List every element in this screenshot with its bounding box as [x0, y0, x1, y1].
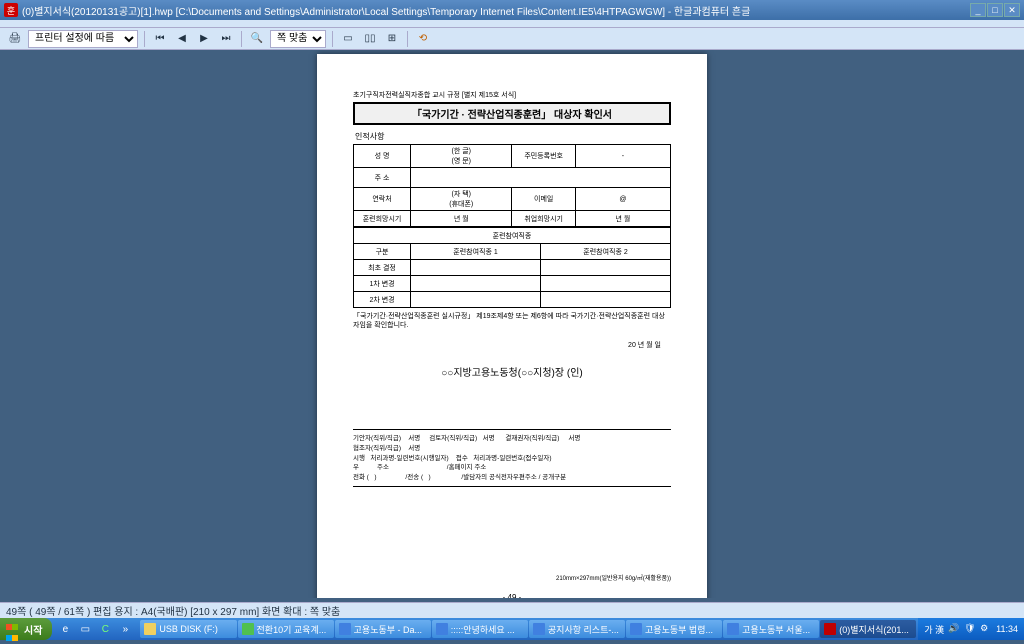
page-number: - 49 -: [317, 593, 707, 598]
task-button[interactable]: :::::안녕하세요 ...: [432, 620, 528, 638]
task-button[interactable]: USB DISK (F:): [140, 620, 236, 638]
col-type: 구분: [354, 244, 411, 260]
zoom-select[interactable]: 쪽 맞춤: [270, 30, 326, 48]
col-job1: 훈련참여직종 1: [411, 244, 541, 260]
zoom-icon[interactable]: 🔍: [248, 30, 266, 48]
training-header: 훈련참여직종: [354, 228, 671, 244]
minimize-button[interactable]: _: [970, 3, 986, 17]
close-preview-icon[interactable]: ⟲: [414, 30, 432, 48]
statusbar: 49쪽 ( 49쪽 / 61쪽 ) 편집 용지 : A4(국배판) [210 x…: [0, 602, 1024, 618]
doc-topline: 초기구직자전력실직자종합 교시 규정 [별지 제15호 서식]: [353, 90, 671, 100]
window-title: (0)별지서식(20120131공고)[1].hwp [C:\Documents…: [22, 3, 970, 18]
personal-table: 성 명 (한 글) (영 문) 주민등록번호 - 주 소 연락처 (자 택) (…: [353, 144, 671, 227]
approval-block: 기안자(직위/직급) 서명 검토자(직위/직급) 서명 결재권자(직위/직급) …: [353, 429, 671, 487]
task-app-icon: [630, 623, 642, 635]
nav-last-icon[interactable]: ⏭: [217, 30, 235, 48]
col-job2: 훈련참여직종 2: [541, 244, 671, 260]
addr-label: 주 소: [354, 168, 411, 188]
email-label: 이메일: [512, 188, 575, 211]
contact-label: 연락처: [354, 188, 411, 211]
task-app-icon: [436, 623, 448, 635]
printer-select[interactable]: 프린터 설정에 따름: [28, 30, 138, 48]
view-facing-icon[interactable]: ▯▯: [361, 30, 379, 48]
quick-launch: e ▭ C »: [52, 620, 138, 638]
doc-header: 「국가기간 · 전략산업직종훈련」 대상자 확인서: [353, 102, 671, 125]
refresh-icon[interactable]: »: [116, 620, 134, 638]
signature-line: ○○지방고용노동청(○○지청)장 (인): [353, 364, 671, 379]
ime-indicator[interactable]: 가 漢: [924, 623, 944, 636]
view-multi-icon[interactable]: ⊞: [383, 30, 401, 48]
task-button[interactable]: 공지사항 리스트-...: [529, 620, 625, 638]
ql-app-icon[interactable]: C: [96, 620, 114, 638]
tray-net-icon[interactable]: 🔊: [948, 623, 960, 635]
name-label: 성 명: [354, 145, 411, 168]
task-label: (0)별지서식(201...: [839, 623, 909, 636]
addr-value: [411, 168, 671, 188]
taskbar: 시작 e ▭ C » USB DISK (F:) 전환10기 교육계... 고용노동…: [0, 618, 1024, 640]
tray-vol-icon[interactable]: ⚙: [980, 623, 992, 635]
document-viewport: 초기구직자전력실직자종합 교시 규정 [별지 제15호 서식] 「국가기간 · …: [0, 50, 1024, 598]
name-value: (한 글) (영 문): [411, 145, 512, 168]
task-app-icon: [339, 623, 351, 635]
task-app-icon: [727, 623, 739, 635]
ie-icon[interactable]: e: [56, 620, 74, 638]
rrn-value: -: [575, 145, 670, 168]
task-label: 고용노동부 서울...: [742, 623, 810, 636]
task-button[interactable]: 전환10기 교육계...: [238, 620, 334, 638]
task-button[interactable]: 고용노동부 법령...: [626, 620, 722, 638]
employtime-value: 년 월: [575, 211, 670, 227]
task-app-icon: [824, 623, 836, 635]
view-single-icon[interactable]: ▭: [339, 30, 357, 48]
row-change1: 1차 변경: [354, 276, 411, 292]
row-initial: 최초 결정: [354, 260, 411, 276]
app-icon: 훈: [4, 3, 18, 17]
nav-first-icon[interactable]: ⏮: [151, 30, 169, 48]
task-label: :::::안녕하세요 ...: [451, 623, 515, 636]
maximize-button[interactable]: □: [987, 3, 1003, 17]
nav-prev-icon[interactable]: ◀: [173, 30, 191, 48]
task-app-icon: [533, 623, 545, 635]
row-change2: 2차 변경: [354, 292, 411, 308]
task-buttons: USB DISK (F:) 전환10기 교육계... 고용노동부 - Da...::…: [138, 620, 918, 638]
print-icon[interactable]: 🖨: [6, 30, 24, 48]
task-button[interactable]: 고용노동부 - Da...: [335, 620, 431, 638]
rrn-label: 주민등록번호: [512, 145, 575, 168]
system-tray: 가 漢 🔊 🛡 ⚙ 11:34: [918, 618, 1024, 640]
tray-shield-icon[interactable]: 🛡: [964, 623, 976, 635]
page: 초기구직자전력실직자종합 교시 규정 [별지 제15호 서식] 「국가기간 · …: [317, 54, 707, 598]
confirmation-note: 「국가기간·전략산업직종훈련 실시규정」 제19조제4항 또는 제6항에 따라 …: [353, 312, 671, 330]
task-label: USB DISK (F:): [159, 624, 218, 634]
task-app-icon: [144, 623, 156, 635]
task-button[interactable]: (0)별지서식(201...: [820, 620, 916, 638]
task-label: 고용노동부 법령...: [645, 623, 713, 636]
task-label: 공지사항 리스트-...: [548, 623, 619, 636]
clock[interactable]: 11:34: [996, 624, 1018, 634]
nav-next-icon[interactable]: ▶: [195, 30, 213, 48]
titlebar: 훈 (0)별지서식(20120131공고)[1].hwp [C:\Documen…: [0, 0, 1024, 20]
toolbar: 🖨 프린터 설정에 따름 ⏮ ◀ ▶ ⏭ 🔍 쪽 맞춤 ▭ ▯▯ ⊞ ⟲: [0, 28, 1024, 50]
traintime-label: 훈련희망시기: [354, 211, 411, 227]
email-value: @: [575, 188, 670, 211]
window-controls: _ □ ✕: [970, 3, 1020, 17]
start-button[interactable]: 시작: [0, 618, 52, 640]
task-button[interactable]: 고용노동부 서울...: [723, 620, 819, 638]
desktop-icon[interactable]: ▭: [76, 620, 94, 638]
section-personal: 인적사항: [355, 131, 671, 142]
paper-info: 210mm×297mm(일반용지 60g/㎡(재활용품)): [556, 573, 671, 582]
employtime-label: 취업희망시기: [512, 211, 575, 227]
close-button[interactable]: ✕: [1004, 3, 1020, 17]
traintime-value: 년 월: [411, 211, 512, 227]
task-label: 고용노동부 - Da...: [354, 623, 422, 636]
contact-value: (자 택) (휴대폰): [411, 188, 512, 211]
status-text: 49쪽 ( 49쪽 / 61쪽 ) 편집 용지 : A4(국배판) [210 x…: [6, 603, 340, 618]
task-app-icon: [242, 623, 254, 635]
menubar: [0, 20, 1024, 28]
date-line: 20 년 월 일: [353, 340, 671, 350]
training-table: 훈련참여직종 구분 훈련참여직종 1 훈련참여직종 2 최초 결정 1차 변경 …: [353, 227, 671, 308]
task-label: 전환10기 교육계...: [257, 623, 327, 636]
windows-logo-icon: [6, 622, 20, 636]
